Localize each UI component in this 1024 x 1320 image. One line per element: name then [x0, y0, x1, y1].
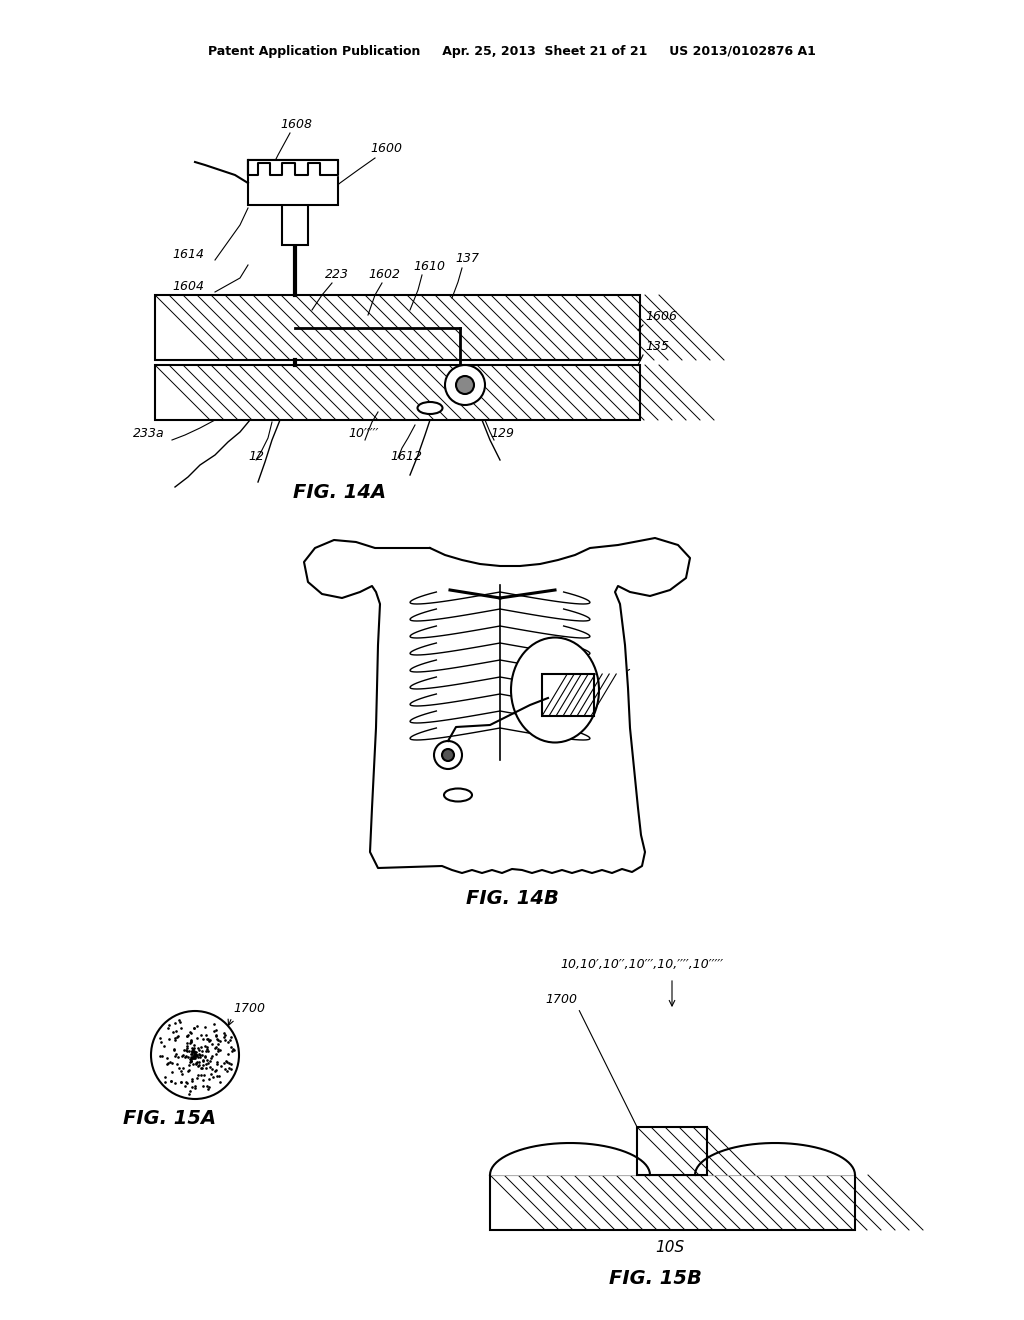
Text: 1606: 1606 [645, 310, 677, 323]
Circle shape [442, 748, 454, 762]
Text: 233a: 233a [133, 426, 165, 440]
Text: 1612: 1612 [390, 450, 422, 463]
Polygon shape [304, 539, 690, 873]
Text: 223: 223 [325, 268, 349, 281]
Text: Patent Application Publication     Apr. 25, 2013  Sheet 21 of 21     US 2013/010: Patent Application Publication Apr. 25, … [208, 45, 816, 58]
Ellipse shape [511, 638, 599, 742]
Text: 10,10′,10′′,10′′′,10,′′′′,10′′′′′: 10,10′,10′′,10′′′,10,′′′′,10′′′′′ [560, 958, 723, 972]
Circle shape [445, 366, 485, 405]
Text: 129: 129 [490, 426, 514, 440]
Text: 1604: 1604 [172, 280, 204, 293]
Polygon shape [248, 160, 338, 176]
Bar [155, 366, 640, 420]
Text: 1602: 1602 [368, 268, 400, 281]
Text: 135: 135 [645, 341, 669, 352]
Ellipse shape [418, 403, 442, 414]
Text: 1614: 1614 [172, 248, 204, 261]
Bar [155, 294, 640, 360]
Text: FIG. 15B: FIG. 15B [608, 1269, 701, 1287]
Text: 223: 223 [468, 799, 492, 810]
Text: 1608: 1608 [280, 117, 312, 131]
Text: 1700: 1700 [545, 993, 577, 1006]
Circle shape [456, 376, 474, 393]
Text: FIG. 14A: FIG. 14A [294, 483, 387, 502]
Bar [637, 1127, 707, 1175]
Bar [248, 160, 338, 205]
Text: FIG. 15A: FIG. 15A [124, 1109, 216, 1127]
Text: 1612: 1612 [376, 763, 408, 776]
Text: 137: 137 [455, 252, 479, 265]
Text: 1700: 1700 [233, 1002, 265, 1015]
Text: FIG. 14B: FIG. 14B [466, 888, 558, 908]
Bar [490, 1175, 855, 1230]
Text: 1610: 1610 [413, 260, 445, 273]
Circle shape [434, 741, 462, 770]
Bar [282, 195, 308, 246]
Text: 10′′′′′: 10′′′′′ [376, 741, 407, 752]
Ellipse shape [444, 788, 472, 801]
Circle shape [151, 1011, 239, 1100]
Text: 1: 1 [660, 572, 668, 585]
Text: 1600: 1600 [370, 143, 402, 154]
Polygon shape [490, 1143, 650, 1175]
Text: 10S: 10S [655, 1239, 684, 1255]
Polygon shape [695, 1143, 855, 1175]
Text: 10′′′′′: 10′′′′′ [348, 426, 379, 440]
Bar [542, 675, 594, 715]
Text: 12: 12 [248, 450, 264, 463]
